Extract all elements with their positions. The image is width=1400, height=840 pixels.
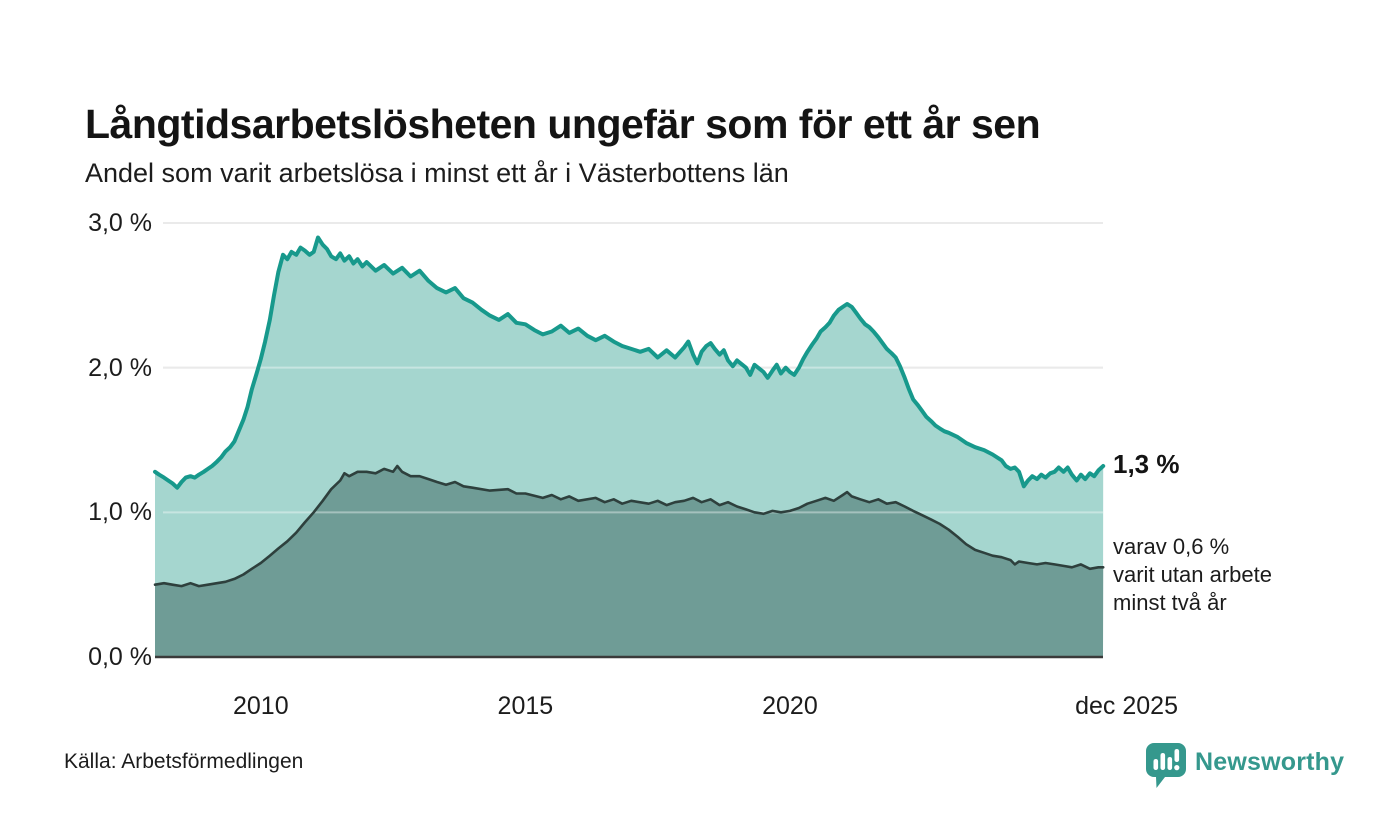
newsworthy-speech-bubble-chart-icon <box>1146 743 1186 788</box>
chart-subtitle: Andel som varit arbetslösa i minst ett å… <box>85 158 789 188</box>
page-title: Långtidsarbetslösheten ungefär som för e… <box>85 101 1041 148</box>
y-axis-tick-label: 2,0 % <box>88 353 152 382</box>
y-axis-tick-label: 1,0 % <box>88 498 152 527</box>
newsworthy-logo: Newsworthy <box>1145 742 1344 789</box>
x-axis-tick-label: 2010 <box>233 692 289 720</box>
x-axis-tick-label: 2015 <box>497 692 554 720</box>
source-label: Källa: Arbetsförmedlingen <box>64 750 304 773</box>
latest-value-label: 1,3 % <box>1113 449 1180 479</box>
x-axis-tick-label: dec 2025 <box>1075 692 1178 720</box>
y-axis-tick-label: 3,0 % <box>88 209 152 237</box>
y-axis-tick-label: 0,0 % <box>88 643 152 671</box>
x-axis-tick-label: 2020 <box>762 692 818 720</box>
brand-name: Newsworthy <box>1195 748 1345 776</box>
secondary-series-note: varav 0,6 % varit utan arbete minst två … <box>1113 534 1272 615</box>
